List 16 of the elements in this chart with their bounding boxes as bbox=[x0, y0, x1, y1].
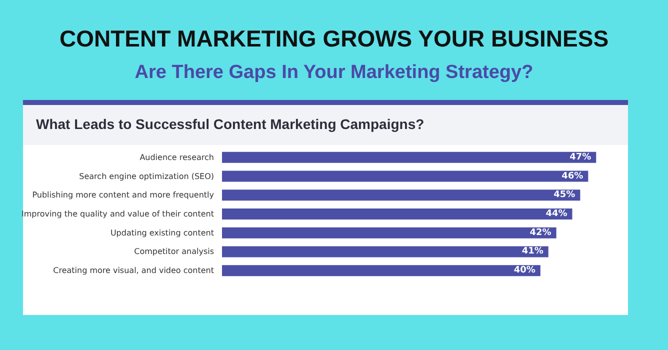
chart-title: CONTENT MARKETING GROWS YOUR BUSINESS bbox=[59, 26, 609, 52]
y-tick-label: Competitor analysis bbox=[134, 247, 214, 256]
y-tick-label: Search engine optimization (SEO) bbox=[79, 172, 214, 181]
data-label: 44% bbox=[546, 209, 568, 219]
y-tick-label: Creating more visual, and video content bbox=[53, 266, 214, 276]
data-label: 40% bbox=[514, 266, 536, 276]
data-label: 42% bbox=[530, 228, 552, 238]
data-label: 46% bbox=[562, 171, 584, 182]
data-label: 41% bbox=[522, 246, 544, 257]
y-tick-label: Audience research bbox=[140, 152, 214, 162]
text: What Leads to Successful Content Marketing Campaigns? bbox=[36, 116, 424, 132]
data-label: 47% bbox=[570, 152, 592, 162]
chart-subtitle: Are There Gaps In Your Marketing Strategy? bbox=[134, 62, 534, 83]
y-tick-label: Publishing more content and more frequently bbox=[32, 190, 214, 200]
data-label: 45% bbox=[554, 190, 576, 200]
y-tick-label: Updating existing content bbox=[110, 228, 214, 238]
